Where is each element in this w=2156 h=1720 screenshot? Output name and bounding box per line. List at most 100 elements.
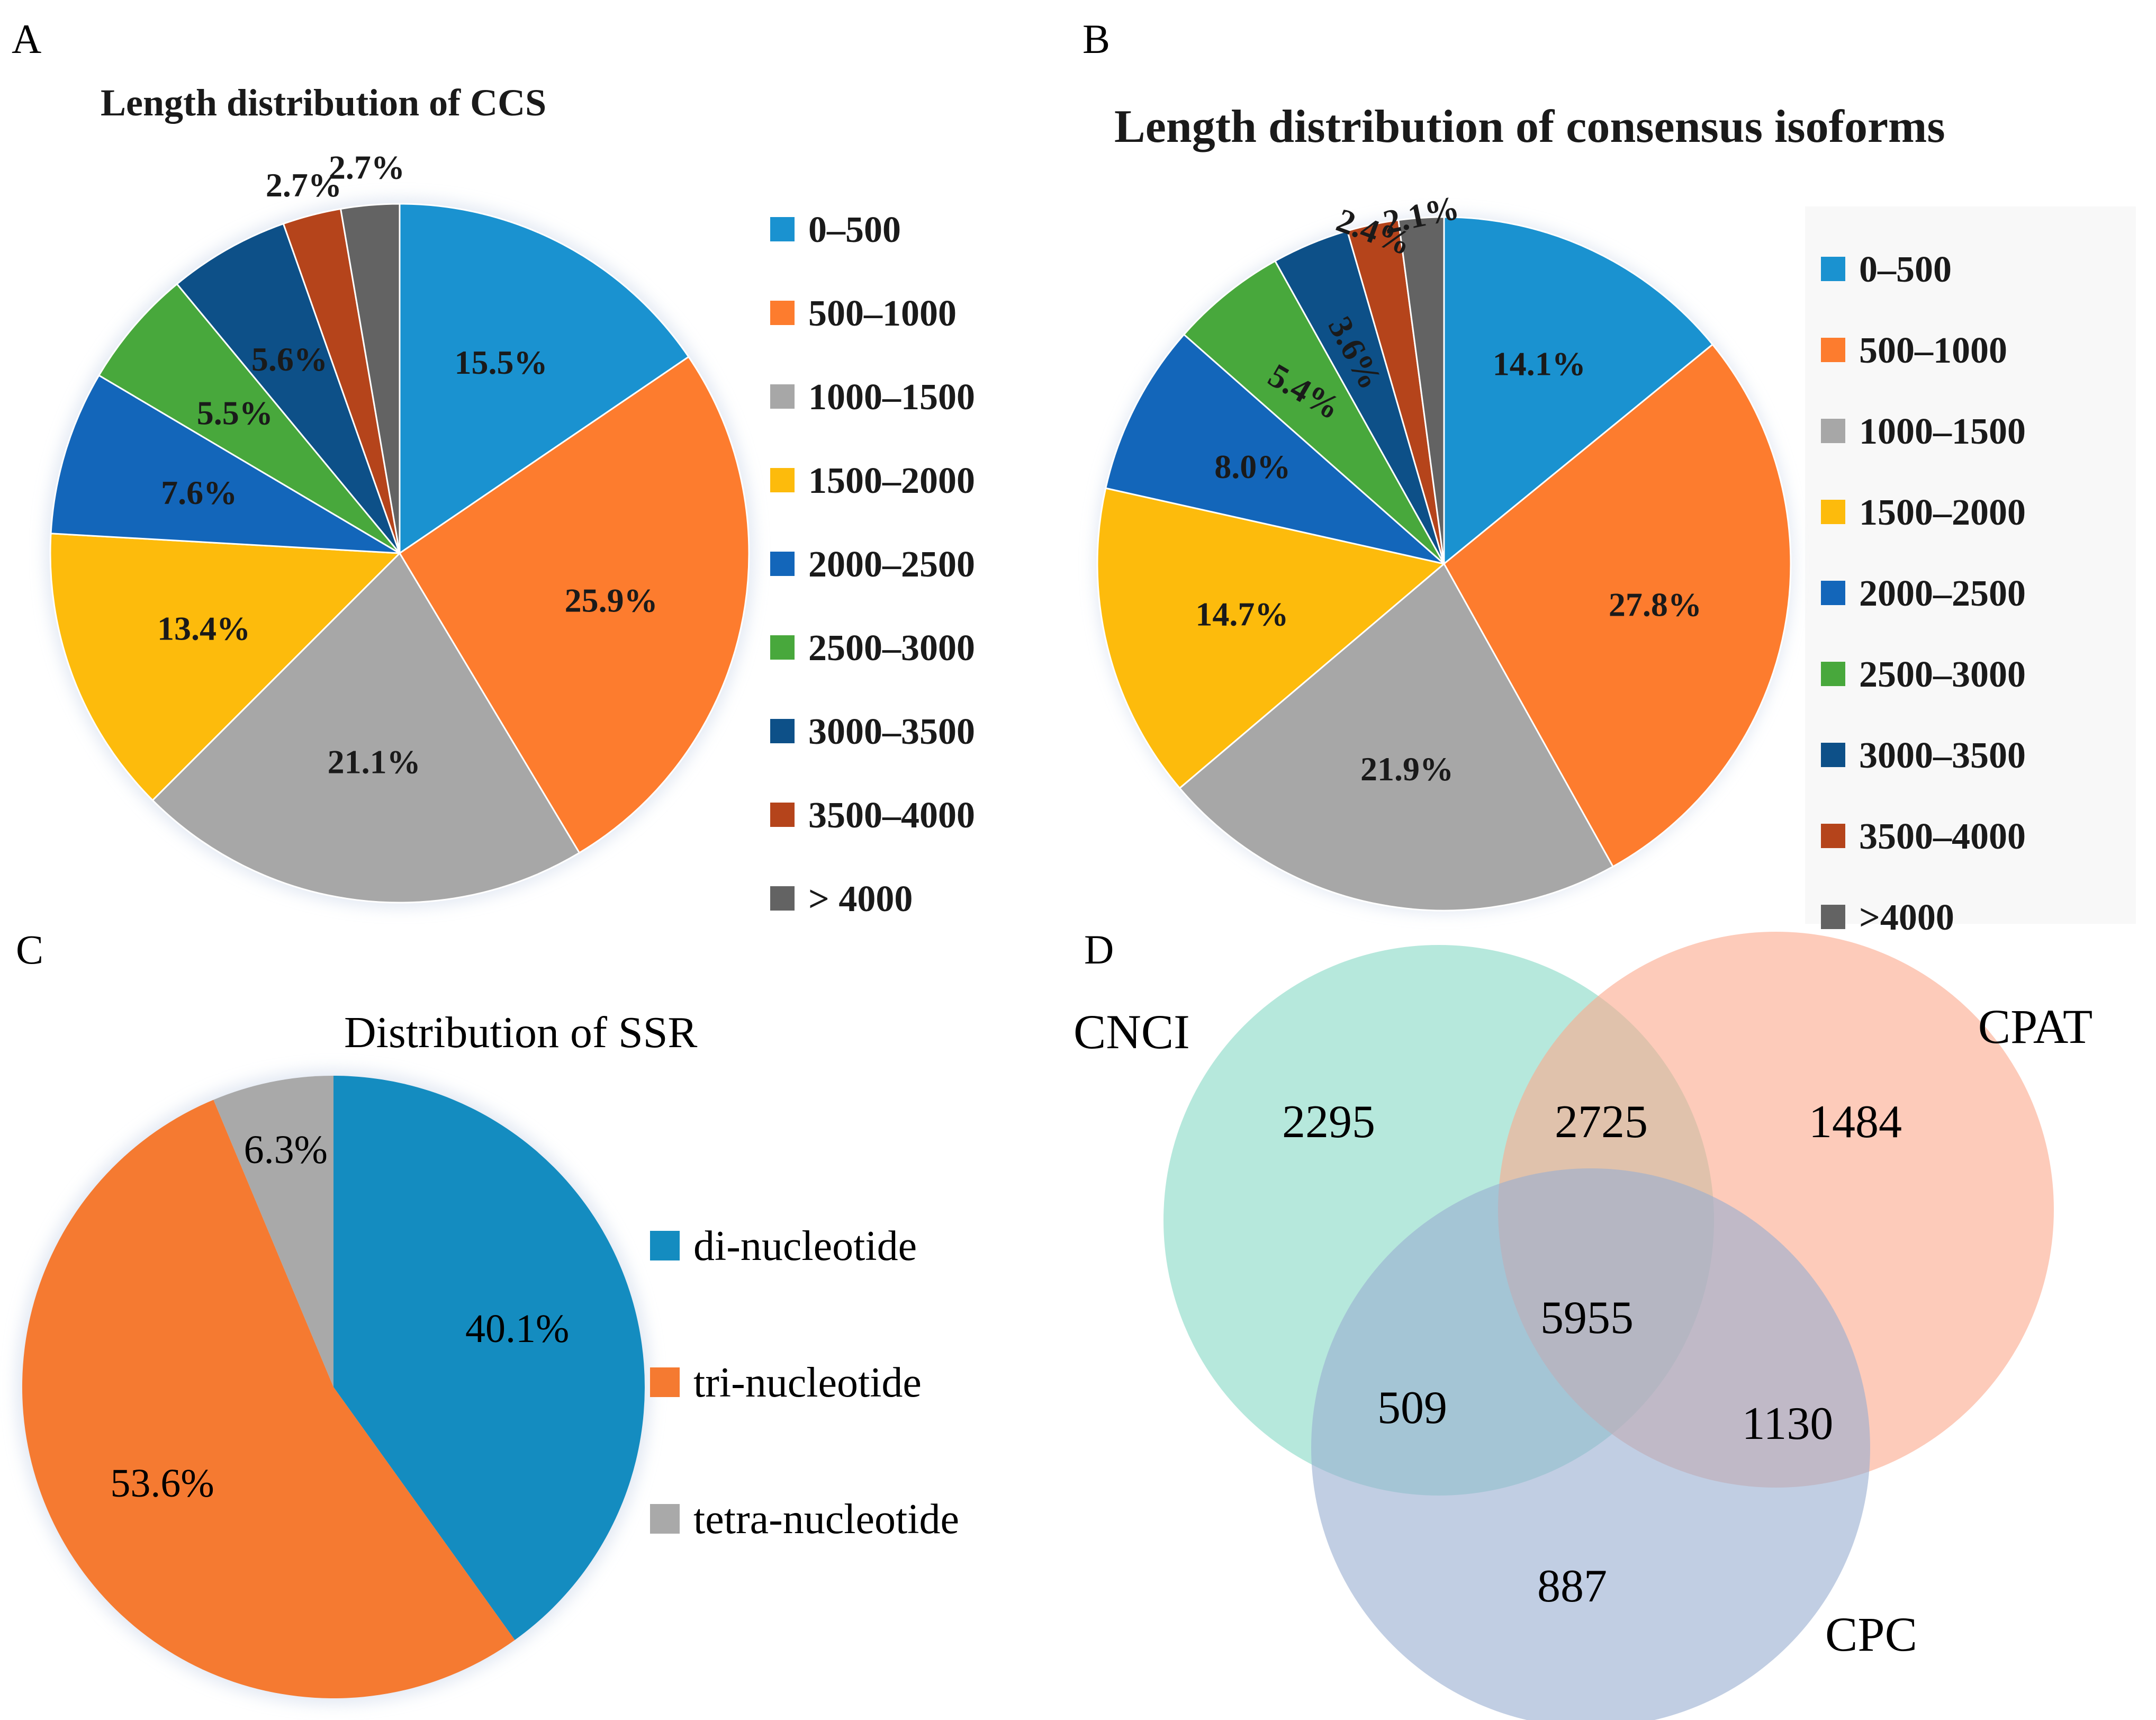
pie-slice-1	[1443, 216, 1714, 566]
venn-set-label-cpc: CPC	[1825, 1607, 1917, 1661]
pie-chart-ccs: Length distribution of CCS 15.5% 25.9% 21.…	[45, 82, 975, 920]
legend-label-7: 3000–3500	[808, 712, 975, 752]
slice-label-6: 5.5%	[197, 394, 273, 432]
slice-label-1: 40.1%	[465, 1307, 569, 1351]
legend-label-9: > 4000	[808, 879, 913, 920]
slice-label-9: 2.7%	[329, 148, 405, 186]
venn-circle-cpc	[1311, 1168, 1870, 1720]
legend-swatch-1	[650, 1231, 680, 1260]
slice-label-3: 6.3%	[244, 1128, 328, 1172]
legend-swatch-1	[770, 217, 795, 241]
legend-swatch-9	[1821, 905, 1845, 929]
pie-slice-3	[213, 1076, 333, 1387]
legend-swatch-5	[1821, 581, 1845, 605]
slice-label-3: 21.1%	[328, 743, 421, 780]
legend-label-8: 3500–4000	[1859, 816, 2026, 857]
legend-swatch-2	[1821, 338, 1845, 362]
pie-slice-2	[398, 355, 750, 854]
venn-region-cnci-cpc: 509	[1377, 1382, 1447, 1434]
slice-label-5: 8.0%	[1214, 448, 1291, 485]
slice-label-5: 7.6%	[161, 474, 237, 511]
legend-label-9: >4000	[1859, 897, 1954, 938]
pie-chart-ssr: Distribution of SSR 40.1% 53.6% 6.3% di-nu…	[16, 1008, 959, 1705]
pie-slice-4	[49, 533, 402, 802]
chart-title: Length distribution of CCS	[101, 82, 546, 124]
slice-label-2: 27.8%	[1609, 586, 1702, 624]
pie-slice-6	[1183, 259, 1445, 565]
slice-label-2: 25.9%	[565, 581, 658, 619]
legend-label-1: 0–500	[808, 210, 901, 250]
legend-label-3: tetra-nucleotide	[693, 1496, 959, 1543]
venn-set-label-cpat: CPAT	[1978, 999, 2093, 1053]
pie-slice-9	[339, 203, 401, 554]
legend-label-6: 2500–3000	[808, 628, 975, 669]
panel-letter-c: C	[16, 926, 43, 972]
legend-swatch-3	[1821, 419, 1845, 443]
legend-swatch-8	[1821, 824, 1845, 848]
venn-region-cnci-only: 2295	[1282, 1096, 1375, 1148]
pie-slice-1	[399, 203, 690, 555]
legend-label-4: 1500–2000	[1859, 492, 2026, 533]
legend-label-3: 1000–1500	[808, 377, 975, 418]
legend-swatch-7	[770, 719, 795, 743]
legend-swatch-6	[1821, 662, 1845, 686]
legend-swatch-3	[770, 384, 795, 409]
legend-label-7: 3000–3500	[1859, 735, 2026, 776]
pie-slice-6	[97, 283, 401, 554]
panel-letter-b: B	[1082, 16, 1110, 62]
chart-title: Distribution of SSR	[344, 1008, 697, 1057]
slice-label-8: 2.7%	[266, 166, 342, 204]
venn-region-cnci-cpat: 2725	[1555, 1096, 1648, 1148]
pie-chart-consensus-isoforms: Length distribution of consensus isoform…	[1095, 101, 2136, 938]
venn-region-cpat-cpc: 1130	[1742, 1398, 1834, 1449]
legend-label-3: 1000–1500	[1859, 411, 2026, 452]
legend-swatch-7	[1821, 743, 1845, 767]
legend-swatch-9	[770, 886, 795, 911]
pie-slice-5	[1104, 333, 1445, 565]
legend-swatch-1	[1821, 257, 1845, 281]
legend-label-2: tri-nucleotide	[693, 1359, 922, 1406]
venn-region-all: 5955	[1540, 1292, 1634, 1344]
legend-swatch-4	[770, 468, 795, 492]
legend-swatch-4	[1821, 500, 1845, 524]
legend-label-1: di-nucleotide	[693, 1223, 917, 1269]
pie-slice-7	[176, 222, 401, 554]
pie-slice-4	[1096, 487, 1446, 789]
slice-label-1: 14.1%	[1493, 345, 1586, 383]
legend-label-6: 2500–3000	[1859, 654, 2026, 695]
venn-diagram: CNCI CPAT CPC 2295 2725 1484 5955 509 11…	[1074, 932, 2092, 1720]
pie-slice-9	[1397, 216, 1445, 564]
pie-slice-5	[50, 374, 400, 554]
panel-letter-a: A	[12, 16, 41, 62]
legend-label-5: 2000–2500	[808, 544, 975, 585]
slice-label-1: 15.5%	[455, 344, 548, 381]
pie-slice-2	[22, 1100, 515, 1699]
slice-label-2: 53.6%	[110, 1461, 214, 1506]
legend-label-8: 3500–4000	[808, 795, 975, 836]
legend-swatch-5	[770, 552, 795, 576]
pie-slice-3	[1178, 562, 1614, 912]
slice-label-4: 13.4%	[157, 610, 250, 647]
legend-label-1: 0–500	[1859, 249, 1952, 290]
legend-label-2: 500–1000	[808, 293, 957, 334]
pie-slice-3	[151, 552, 581, 904]
legend-swatch-6	[770, 635, 795, 660]
legend-swatch-3	[650, 1504, 680, 1534]
slice-label-7: 5.6%	[251, 340, 328, 378]
legend-label-5: 2000–2500	[1859, 573, 2026, 614]
venn-region-cpat-only: 1484	[1809, 1096, 1902, 1148]
legend-swatch-8	[770, 803, 795, 827]
chart-title: Length distribution of consensus isoform…	[1114, 101, 1945, 152]
legend-label-2: 500–1000	[1859, 330, 2007, 371]
legend-swatch-2	[770, 301, 795, 325]
legend-background	[1805, 206, 2136, 924]
pie-slice-2	[1443, 343, 1792, 868]
legend-label-4: 1500–2000	[808, 461, 975, 501]
venn-region-cpc-only: 887	[1537, 1561, 1607, 1612]
legend-swatch-2	[650, 1367, 680, 1397]
slice-label-3: 21.9%	[1360, 750, 1454, 788]
venn-set-label-cnci: CNCI	[1074, 1005, 1190, 1059]
panel-letter-d: D	[1084, 926, 1114, 972]
pie-slice-1	[333, 1076, 645, 1640]
